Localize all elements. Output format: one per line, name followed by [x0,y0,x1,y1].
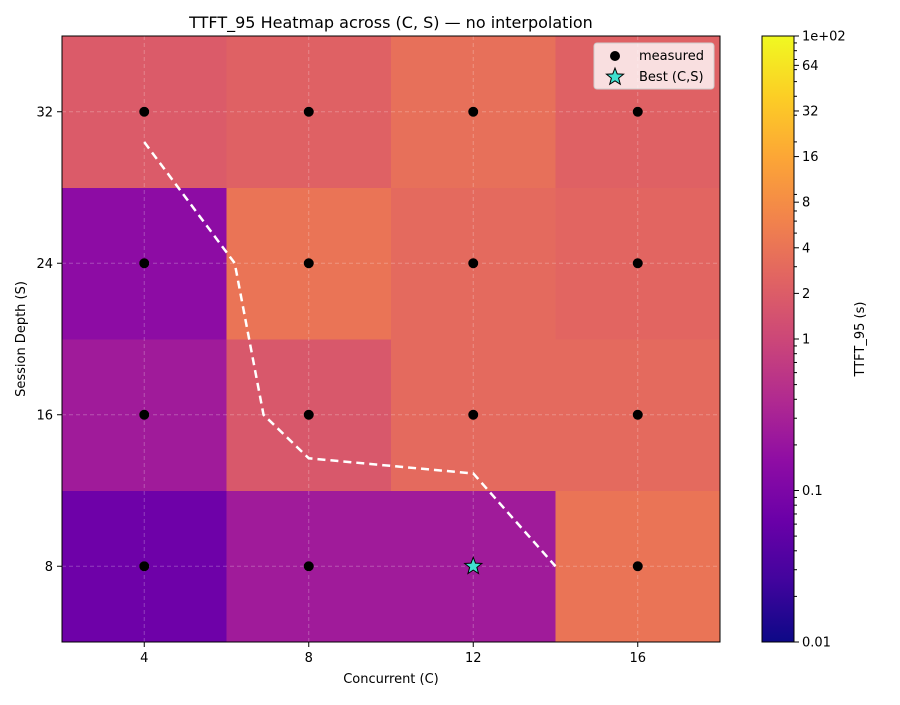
x-tick-label: 12 [465,651,482,666]
measured-points [139,106,643,572]
colorbar-tick-label: 4 [802,241,810,256]
colorbar-minor-ticks [794,42,797,597]
measured-point [632,561,643,572]
measured-point [139,409,150,420]
measured-point [468,106,479,117]
colorbar-tick-label: 0.01 [802,636,831,651]
x-tick-label: 16 [629,651,646,666]
colorbar-label: TTFT_95 (s) [853,302,868,378]
y-axis-ticks: 8 16 24 32 [36,105,62,575]
measured-point [303,409,314,420]
measured-point [139,258,150,269]
measured-point [632,409,643,420]
colorbar-ticks: 0.01 0.1 1 2 4 8 16 32 64 1e+02 [794,30,846,651]
x-axis-ticks: 4 8 12 16 [140,642,646,666]
legend: measured Best (C,S) [593,42,715,90]
colorbar-tick-label: 2 [802,287,810,302]
measured-point [632,258,643,269]
colorbar-tick-label: 1 [802,333,810,348]
grid-lines [62,36,720,642]
legend-measured-label: measured [639,49,704,64]
colorbar-tick-label: 1e+02 [802,30,846,45]
best-point-group [463,555,484,575]
legend-best-marker-icon [605,66,625,86]
best-point-star-icon [463,555,484,575]
measured-point [303,561,314,572]
measured-point [303,106,314,117]
measured-point [303,258,314,269]
measured-point [468,409,479,420]
colorbar-tick-label: 16 [802,150,819,165]
y-tick-label: 8 [45,560,53,575]
legend-measured-marker [610,51,620,61]
colorbar-tick-label: 0.1 [802,484,823,499]
y-tick-label: 24 [36,257,53,272]
plot-frame [61,35,721,643]
measured-point [468,258,479,269]
x-tick-label: 4 [140,651,148,666]
y-axis-label: Session Depth (S) [14,281,29,397]
x-axis-label: Concurrent (C) [343,672,439,687]
measured-point [139,561,150,572]
x-tick-label: 8 [305,651,313,666]
measured-point [139,106,150,117]
colorbar-tick-label: 64 [802,59,819,74]
colorbar [761,35,795,643]
legend-best-label: Best (C,S) [639,70,704,85]
colorbar-tick-label: 8 [802,196,810,211]
colorbar-tick-label: 32 [802,104,819,119]
measured-point [632,106,643,117]
y-tick-label: 16 [36,408,53,423]
legend-box [593,42,715,90]
heatmap-cells [62,36,721,643]
y-tick-label: 32 [36,105,53,120]
chart-title: TTFT_95 Heatmap across (C, S) — no inter… [188,13,593,33]
